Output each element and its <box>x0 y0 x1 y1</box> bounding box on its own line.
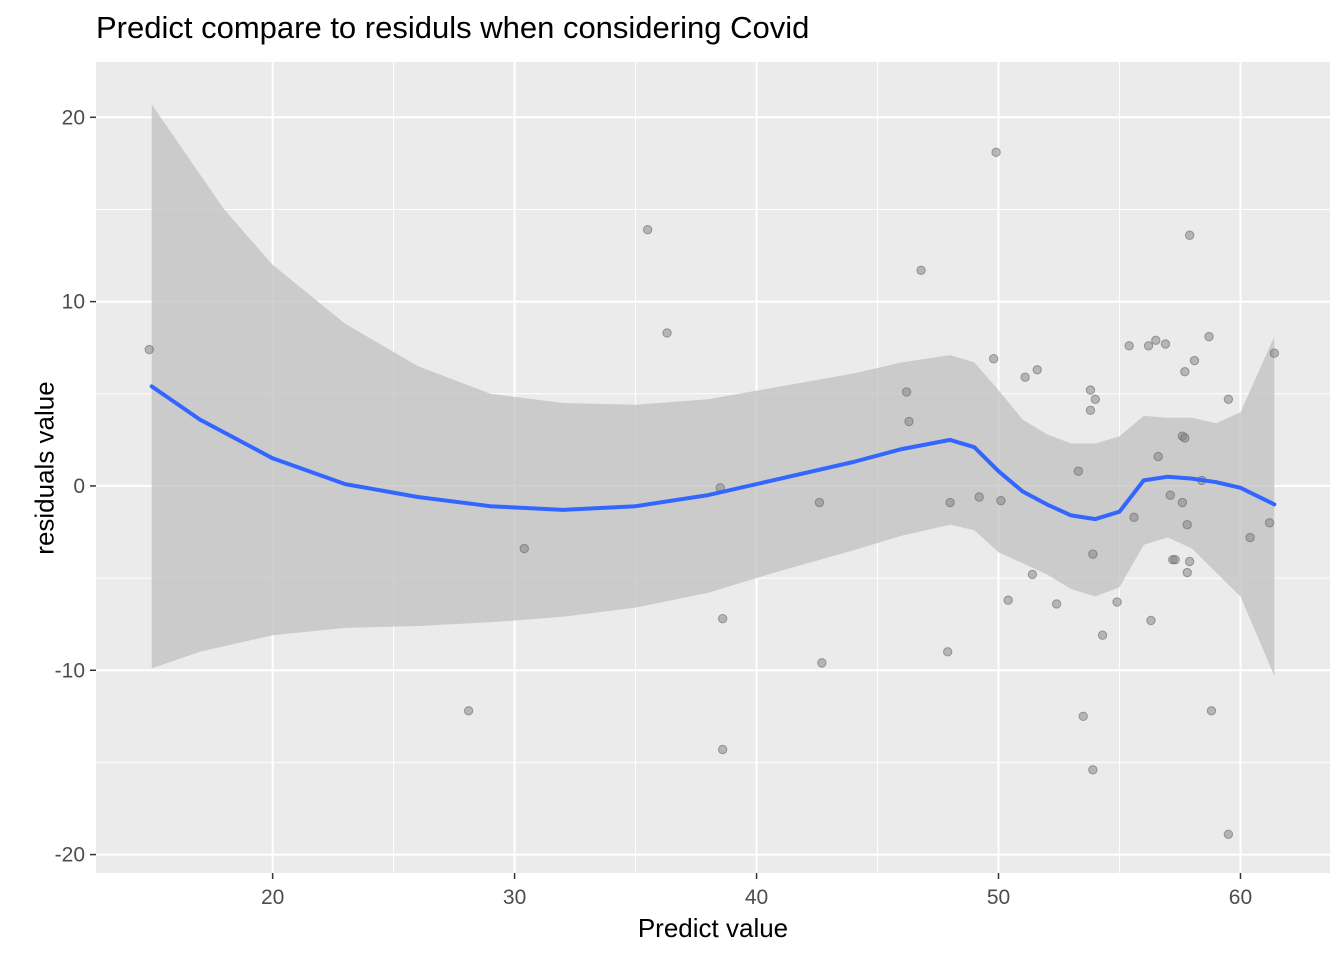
scatter-point <box>817 658 827 668</box>
scatter-point <box>1143 341 1154 351</box>
scatter-point <box>1180 433 1190 443</box>
scatter-point <box>1170 554 1180 565</box>
scatter-point <box>519 543 529 554</box>
scatter-point <box>717 744 728 755</box>
scatter-point <box>1051 599 1062 609</box>
scatter-point <box>1124 341 1134 351</box>
scatter-point <box>1264 518 1275 528</box>
scatter-point <box>1112 597 1122 607</box>
x-tick-label: 30 <box>503 886 526 909</box>
scatter-point <box>1085 405 1096 416</box>
scatter-point <box>1177 497 1188 508</box>
x-tick-label: 50 <box>987 886 1010 909</box>
scatter-point <box>1223 394 1234 405</box>
scatter-point <box>1180 366 1190 377</box>
scatter-point <box>904 416 914 427</box>
scatter-point <box>1182 567 1192 578</box>
scatter-points <box>144 147 1280 839</box>
scatter-point <box>1073 466 1084 476</box>
scatter-point <box>814 497 825 508</box>
scatter-point <box>1182 519 1192 530</box>
x-tick-label: 20 <box>261 886 284 909</box>
confidence-ribbon <box>151 104 1275 676</box>
scatter-point <box>1088 765 1098 775</box>
scatter-point <box>996 495 1006 506</box>
scatter-point <box>1269 348 1280 358</box>
scatter-point <box>642 225 653 235</box>
y-tick-label: -20 <box>55 844 85 867</box>
scatter-point <box>901 387 912 397</box>
scatter-point <box>988 354 999 364</box>
y-axis-label: residuals value <box>29 381 60 555</box>
scatter-point <box>144 344 154 355</box>
scatter-point <box>1160 339 1171 349</box>
scatter-point <box>1245 532 1255 543</box>
x-axis-label: Predict value <box>637 913 789 943</box>
scatter-point <box>1146 615 1156 626</box>
y-tick-label: -10 <box>55 659 85 682</box>
y-tick-label: 10 <box>62 291 85 314</box>
scatter-point <box>1090 394 1100 405</box>
scatter-point <box>1078 711 1088 722</box>
scatter-point <box>1027 569 1038 580</box>
scatter-point <box>1097 630 1108 640</box>
scatter-point <box>1184 556 1195 567</box>
scatter-point <box>1223 829 1234 839</box>
scatter-point <box>1189 355 1200 366</box>
scatter-point <box>1204 331 1214 342</box>
chart-title: Predict compare to residuls when conside… <box>96 10 810 45</box>
smooth-line <box>149 384 1277 522</box>
scatter-point <box>1151 335 1161 346</box>
scatter-point <box>991 147 1001 158</box>
x-tick-label: 60 <box>1229 886 1252 909</box>
scatter-point <box>1020 372 1030 382</box>
y-tick-label: 0 <box>73 475 85 498</box>
scatter-point <box>463 706 474 716</box>
scatter-point <box>1088 549 1098 559</box>
scatter-point <box>943 647 953 657</box>
scatter-point <box>1129 512 1139 522</box>
scatter-point <box>916 265 926 275</box>
axes: 20 30 40 50 60 -20 -10 0 10 20 <box>55 106 1253 909</box>
scatter-point <box>1206 706 1217 716</box>
scatter-point <box>717 613 728 624</box>
scatter-point <box>1153 451 1163 462</box>
scatter-point <box>945 497 955 508</box>
smooth-curve <box>149 384 1277 522</box>
confidence-band <box>151 104 1275 676</box>
scatter-point <box>974 492 984 502</box>
scatter-point <box>1032 365 1042 375</box>
x-tick-label: 40 <box>745 886 768 909</box>
scatter-point <box>1165 490 1176 500</box>
scatter-point <box>662 328 672 338</box>
scatter-point <box>1085 385 1096 395</box>
y-tick-label: 20 <box>62 106 85 129</box>
scatter-point <box>1003 595 1013 605</box>
scatter-point <box>1184 230 1195 240</box>
